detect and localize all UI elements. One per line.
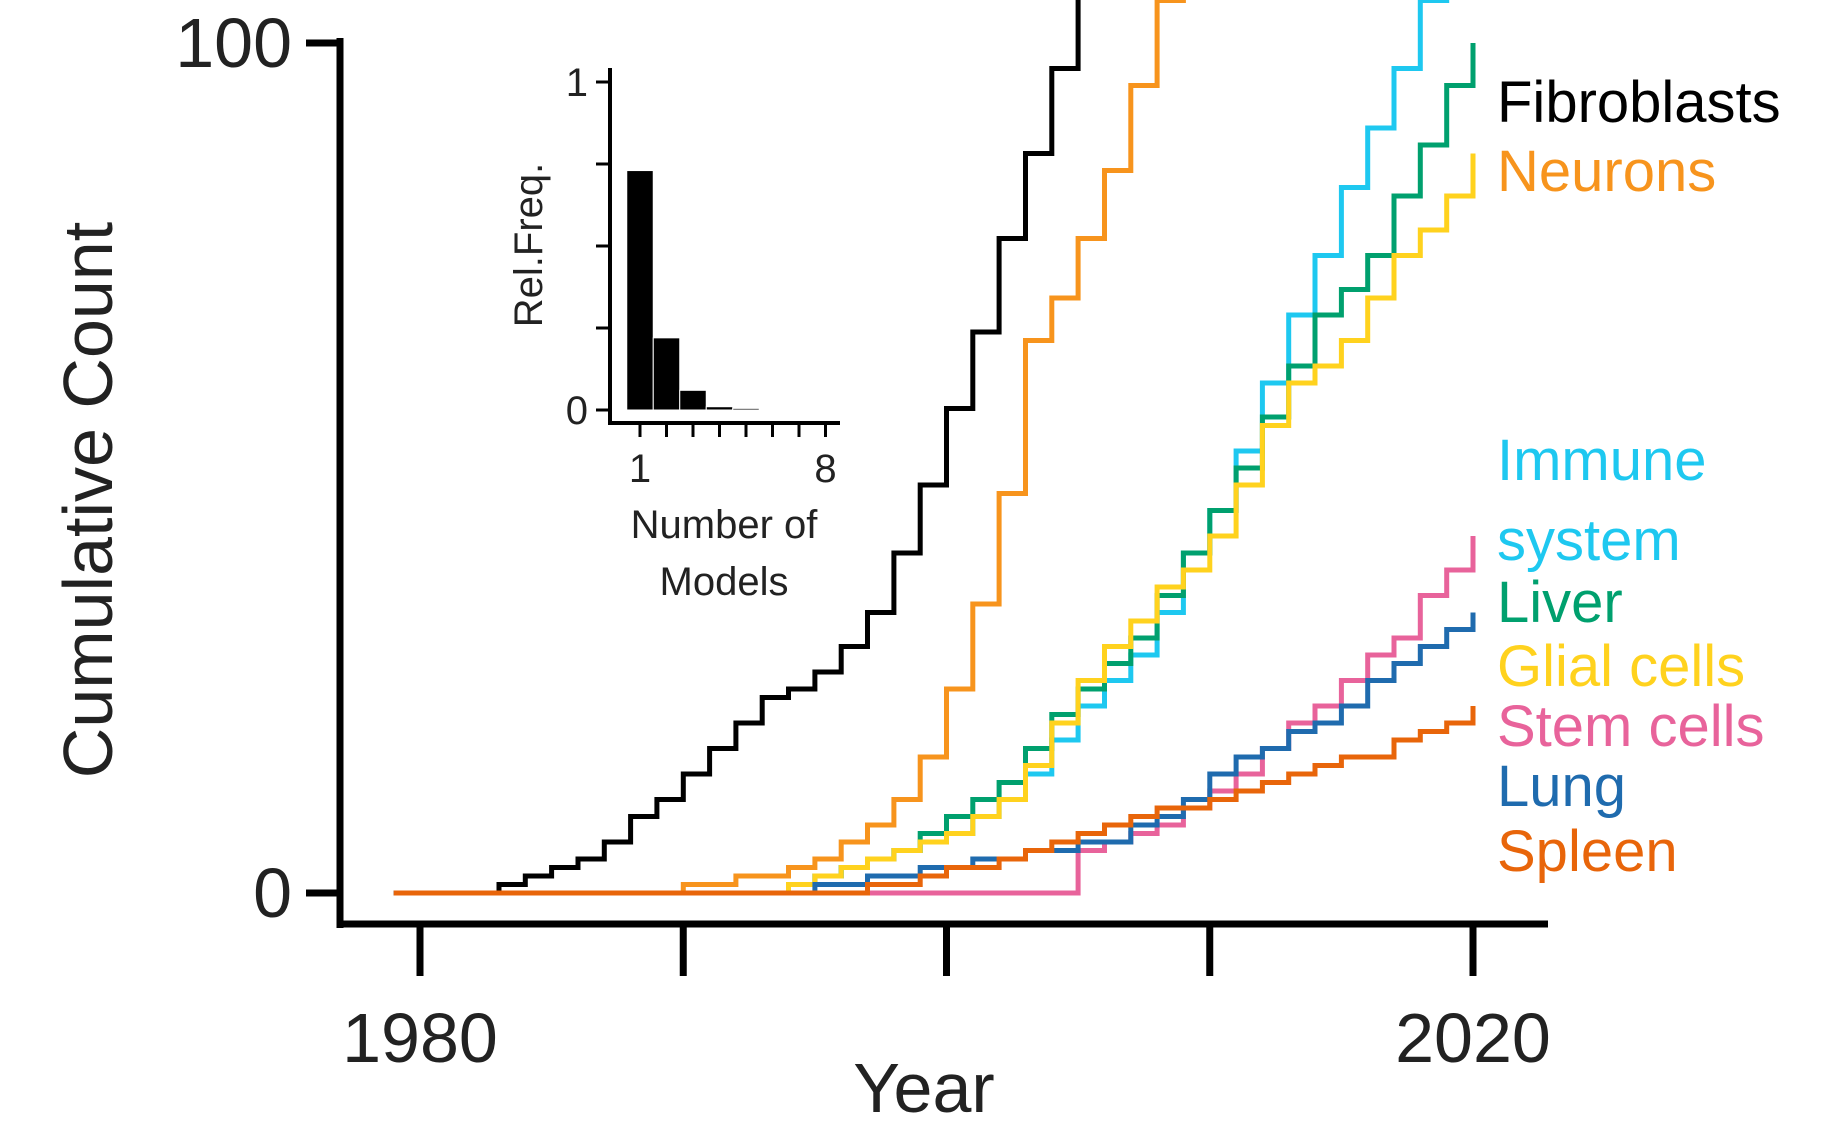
inset-bar-4 <box>705 406 734 411</box>
series-label-stem-cells: Stem cells <box>1497 694 1765 759</box>
series-label-fibroblasts: Fibroblasts <box>1497 70 1781 135</box>
inset-bar-2 <box>652 337 681 411</box>
inset-y-tick-label-1: 1 <box>566 61 588 105</box>
inset-bar-1 <box>626 170 654 411</box>
inset-x-tick-label-8: 8 <box>814 447 836 491</box>
inset-x-axis-title-line-1: Number of <box>631 503 819 547</box>
inset-x-tick-label-1: 1 <box>629 447 651 491</box>
x-tick-label-2020: 2020 <box>1395 999 1551 1077</box>
x-axis-title: Year <box>853 1049 994 1127</box>
x-tick-label-1980: 1980 <box>342 999 498 1077</box>
inset-y-tick-group: 01 <box>566 61 610 433</box>
y-axis-title: Cumulative Count <box>49 222 127 778</box>
series-label-lung: Lung <box>1497 754 1626 819</box>
series-label-neurons: Neurons <box>1497 139 1716 204</box>
y-tick-group: 0100200300 <box>175 4 340 932</box>
series-line-fibroblasts <box>393 0 1081 896</box>
x-tick-group: 1980 2020 <box>342 924 1551 1077</box>
inset-y-axis-title: Rel.Freq. <box>507 163 551 328</box>
series-label-liver: Liver <box>1497 570 1623 635</box>
main-series-group <box>393 0 1476 896</box>
inset-y-tick-label-0: 0 <box>566 389 588 433</box>
y-tick-label-100: 100 <box>175 4 292 82</box>
y-tick-label-0: 0 <box>253 854 292 932</box>
series-label-glial-cells: Glial cells <box>1497 634 1745 699</box>
inset-x-axis-title-line-2: Models <box>660 560 789 604</box>
series-line-spleen <box>393 706 1476 896</box>
series-label-immune-system-line-1: Immune <box>1497 428 1707 493</box>
series-line-neurons <box>393 0 1186 896</box>
series-label-spleen: Spleen <box>1497 819 1678 884</box>
inset-bar-group <box>626 170 760 411</box>
inset-bar-5 <box>732 407 760 411</box>
series-label-immune-system-line-2: system <box>1497 508 1681 573</box>
inset-bar-3 <box>679 389 707 411</box>
